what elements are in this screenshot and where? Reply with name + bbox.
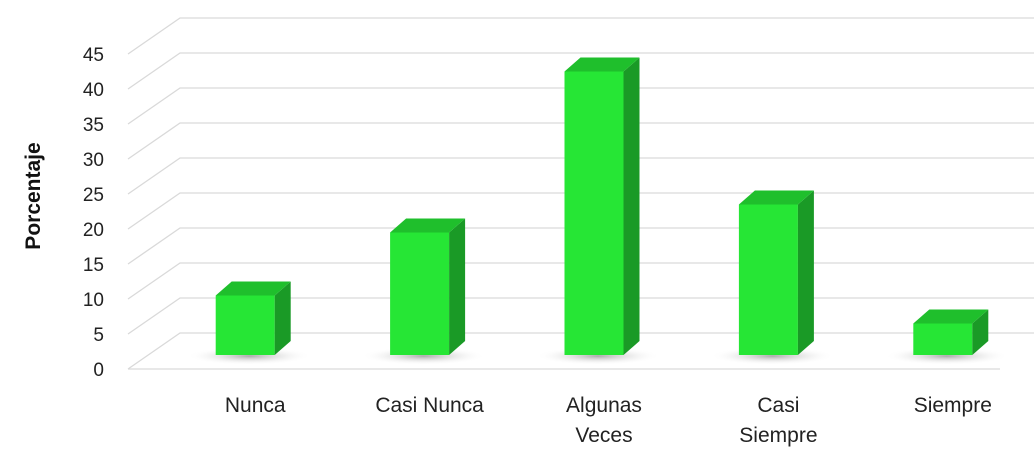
gridlines	[127, 17, 1034, 370]
bar-front	[913, 323, 973, 355]
bar-top	[738, 190, 814, 205]
category-label: Algunas Veces	[566, 394, 642, 447]
bar	[215, 281, 291, 355]
y-tick-label: 40	[83, 80, 104, 101]
bar-side	[623, 57, 640, 355]
gridline	[127, 122, 1034, 160]
bar-top	[564, 57, 640, 72]
gridline	[127, 157, 1034, 195]
y-tick-label: 45	[83, 45, 104, 66]
category-label: Casi Siempre	[739, 394, 817, 447]
y-axis-ticks: 0 5 10 15 20 25 30 35 40 45	[83, 45, 104, 381]
bar-top	[215, 281, 291, 296]
y-tick-label: 15	[83, 255, 104, 276]
bars	[215, 57, 989, 355]
category-label: Nunca	[225, 394, 286, 417]
y-tick-label: 5	[93, 325, 104, 346]
y-tick-label: 35	[83, 115, 104, 136]
category-label: Siempre	[914, 394, 992, 417]
bar-front	[390, 232, 450, 355]
y-tick-label: 10	[83, 290, 104, 311]
bar-front	[564, 71, 624, 355]
y-axis-label: Porcentaje	[22, 142, 45, 249]
bar-side	[274, 281, 291, 355]
bar	[390, 218, 466, 355]
bar	[738, 190, 814, 355]
bar-top	[390, 218, 466, 233]
bar-side	[449, 218, 466, 355]
bar-side	[797, 190, 814, 355]
y-tick-label: 20	[83, 220, 104, 241]
bar-front	[215, 295, 275, 355]
y-tick-label: 0	[93, 360, 104, 381]
bar	[564, 57, 640, 355]
bar-front	[738, 204, 798, 355]
gridline	[127, 52, 1034, 90]
bar-top	[913, 309, 989, 324]
y-tick-label: 25	[83, 185, 104, 206]
gridline	[127, 17, 1034, 55]
x-axis-categories: Nunca Casi Nunca Algunas Veces Casi Siempre Si…	[225, 394, 992, 447]
category-label: Casi Nunca	[375, 394, 484, 417]
y-tick-label: 30	[83, 150, 104, 171]
gridline	[127, 87, 1034, 125]
bar	[913, 309, 989, 355]
bar-side	[972, 309, 989, 355]
